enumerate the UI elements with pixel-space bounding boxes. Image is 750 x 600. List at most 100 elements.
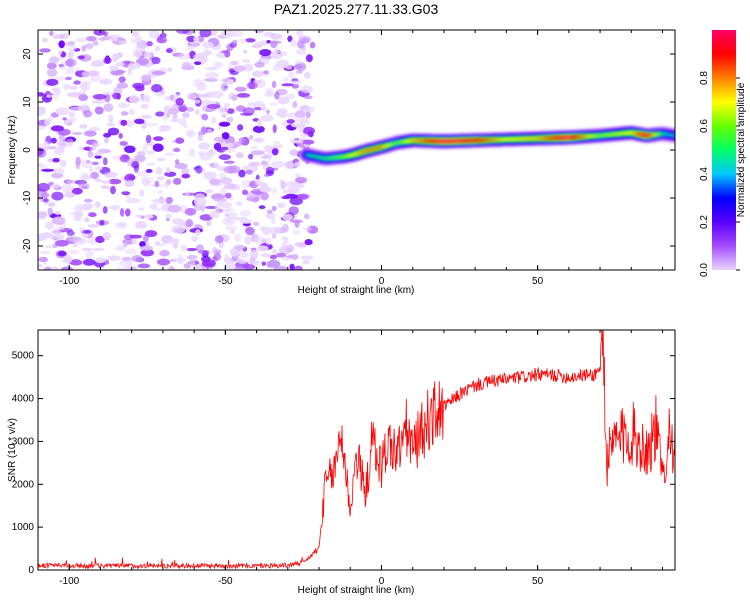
noise-blob <box>72 131 83 136</box>
noise-blob <box>178 118 187 126</box>
noise-blob <box>89 126 100 132</box>
noise-blob <box>274 91 280 100</box>
noise-blob <box>159 32 167 39</box>
noise-blob <box>82 247 92 251</box>
noise-blob <box>256 118 263 127</box>
noise-blob <box>86 70 100 76</box>
noise-blob <box>294 110 306 118</box>
noise-blob <box>279 51 288 57</box>
noise-blob <box>235 86 247 92</box>
noise-blob <box>102 231 112 241</box>
noise-blob <box>82 233 89 238</box>
noise-blob <box>145 122 159 127</box>
noise-blob <box>211 247 218 254</box>
noise-blob <box>212 256 218 262</box>
noise-blob <box>50 125 64 132</box>
noise-blob <box>197 249 210 255</box>
noise-blob <box>259 40 268 47</box>
noise-blob <box>260 160 268 166</box>
noise-blob <box>227 63 233 70</box>
noise-blob <box>68 249 80 255</box>
noise-blob <box>167 238 180 244</box>
noise-blob <box>114 40 119 45</box>
noise-blob <box>302 260 310 265</box>
noise-blob <box>94 152 104 156</box>
noise-blob <box>236 201 243 206</box>
noise-blob <box>225 207 234 213</box>
noise-blob <box>304 106 316 113</box>
noise-blob <box>185 191 190 197</box>
noise-blob <box>152 198 167 205</box>
noise-blob <box>272 187 277 195</box>
noise-blob <box>243 49 248 54</box>
noise-blob <box>178 105 188 112</box>
noise-blob <box>186 129 196 138</box>
noise-blob <box>68 85 78 90</box>
noise-blob <box>110 34 121 39</box>
noise-blob <box>64 69 69 75</box>
y-tick-label: 2000 <box>12 479 35 490</box>
noise-blob <box>79 227 84 233</box>
noise-blob <box>241 59 251 63</box>
noise-blob <box>87 224 100 228</box>
noise-blob <box>245 169 253 175</box>
noise-blob <box>53 226 65 231</box>
noise-blob <box>103 31 108 37</box>
noise-blob <box>256 73 271 77</box>
noise-blob <box>186 35 196 42</box>
noise-blob <box>57 49 62 56</box>
noise-blob <box>154 45 160 52</box>
noise-blob <box>232 39 238 45</box>
noise-blob <box>114 53 122 60</box>
noise-blob <box>206 104 221 109</box>
noise-blob <box>301 37 310 44</box>
noise-blob <box>158 125 167 133</box>
y-tick-label: -20 <box>22 238 33 253</box>
noise-blob <box>194 61 202 65</box>
noise-blob <box>241 264 256 270</box>
noise-blob <box>248 134 254 140</box>
noise-blob <box>84 130 97 137</box>
noise-blob <box>47 146 58 150</box>
noise-blob <box>53 87 61 96</box>
noise-blob <box>277 96 290 105</box>
noise-blob <box>121 191 131 196</box>
noise-blob <box>156 36 168 44</box>
noise-blob <box>40 192 50 199</box>
noise-blob <box>86 159 91 164</box>
noise-blob <box>295 176 308 184</box>
noise-blob <box>217 125 223 131</box>
noise-blob <box>199 214 213 221</box>
noise-blob <box>38 147 45 156</box>
noise-blob <box>80 175 92 180</box>
noise-blob <box>38 92 44 97</box>
noise-blob <box>62 117 67 121</box>
noise-blob <box>128 95 140 104</box>
noise-blob <box>246 81 259 90</box>
noise-blob <box>239 112 253 116</box>
noise-blob <box>120 111 129 116</box>
noise-blob <box>291 123 302 128</box>
noise-blob <box>106 122 115 127</box>
noise-blob <box>84 217 90 223</box>
noise-blob <box>167 204 182 213</box>
noise-blob <box>55 107 70 116</box>
noise-blob <box>55 240 69 247</box>
noise-blob <box>291 253 299 261</box>
noise-blob <box>132 49 143 58</box>
noise-blob <box>139 189 145 197</box>
noise-blob <box>72 243 78 248</box>
noise-blob <box>90 61 104 68</box>
noise-blob <box>49 30 54 36</box>
noise-blob <box>155 111 165 117</box>
noise-blob <box>50 137 57 144</box>
noise-blob <box>164 96 171 101</box>
noise-blob <box>65 76 72 81</box>
noise-blob <box>281 236 289 241</box>
noise-blob <box>119 141 128 146</box>
noise-blob <box>53 76 66 81</box>
noise-blob <box>260 104 267 112</box>
noise-blob <box>63 83 70 90</box>
noise-blob <box>104 137 109 144</box>
